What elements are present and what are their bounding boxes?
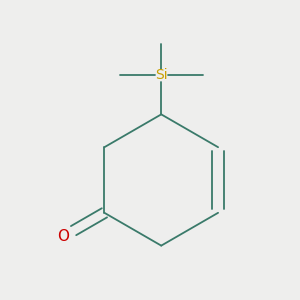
- Text: O: O: [57, 229, 69, 244]
- Text: Si: Si: [155, 68, 168, 83]
